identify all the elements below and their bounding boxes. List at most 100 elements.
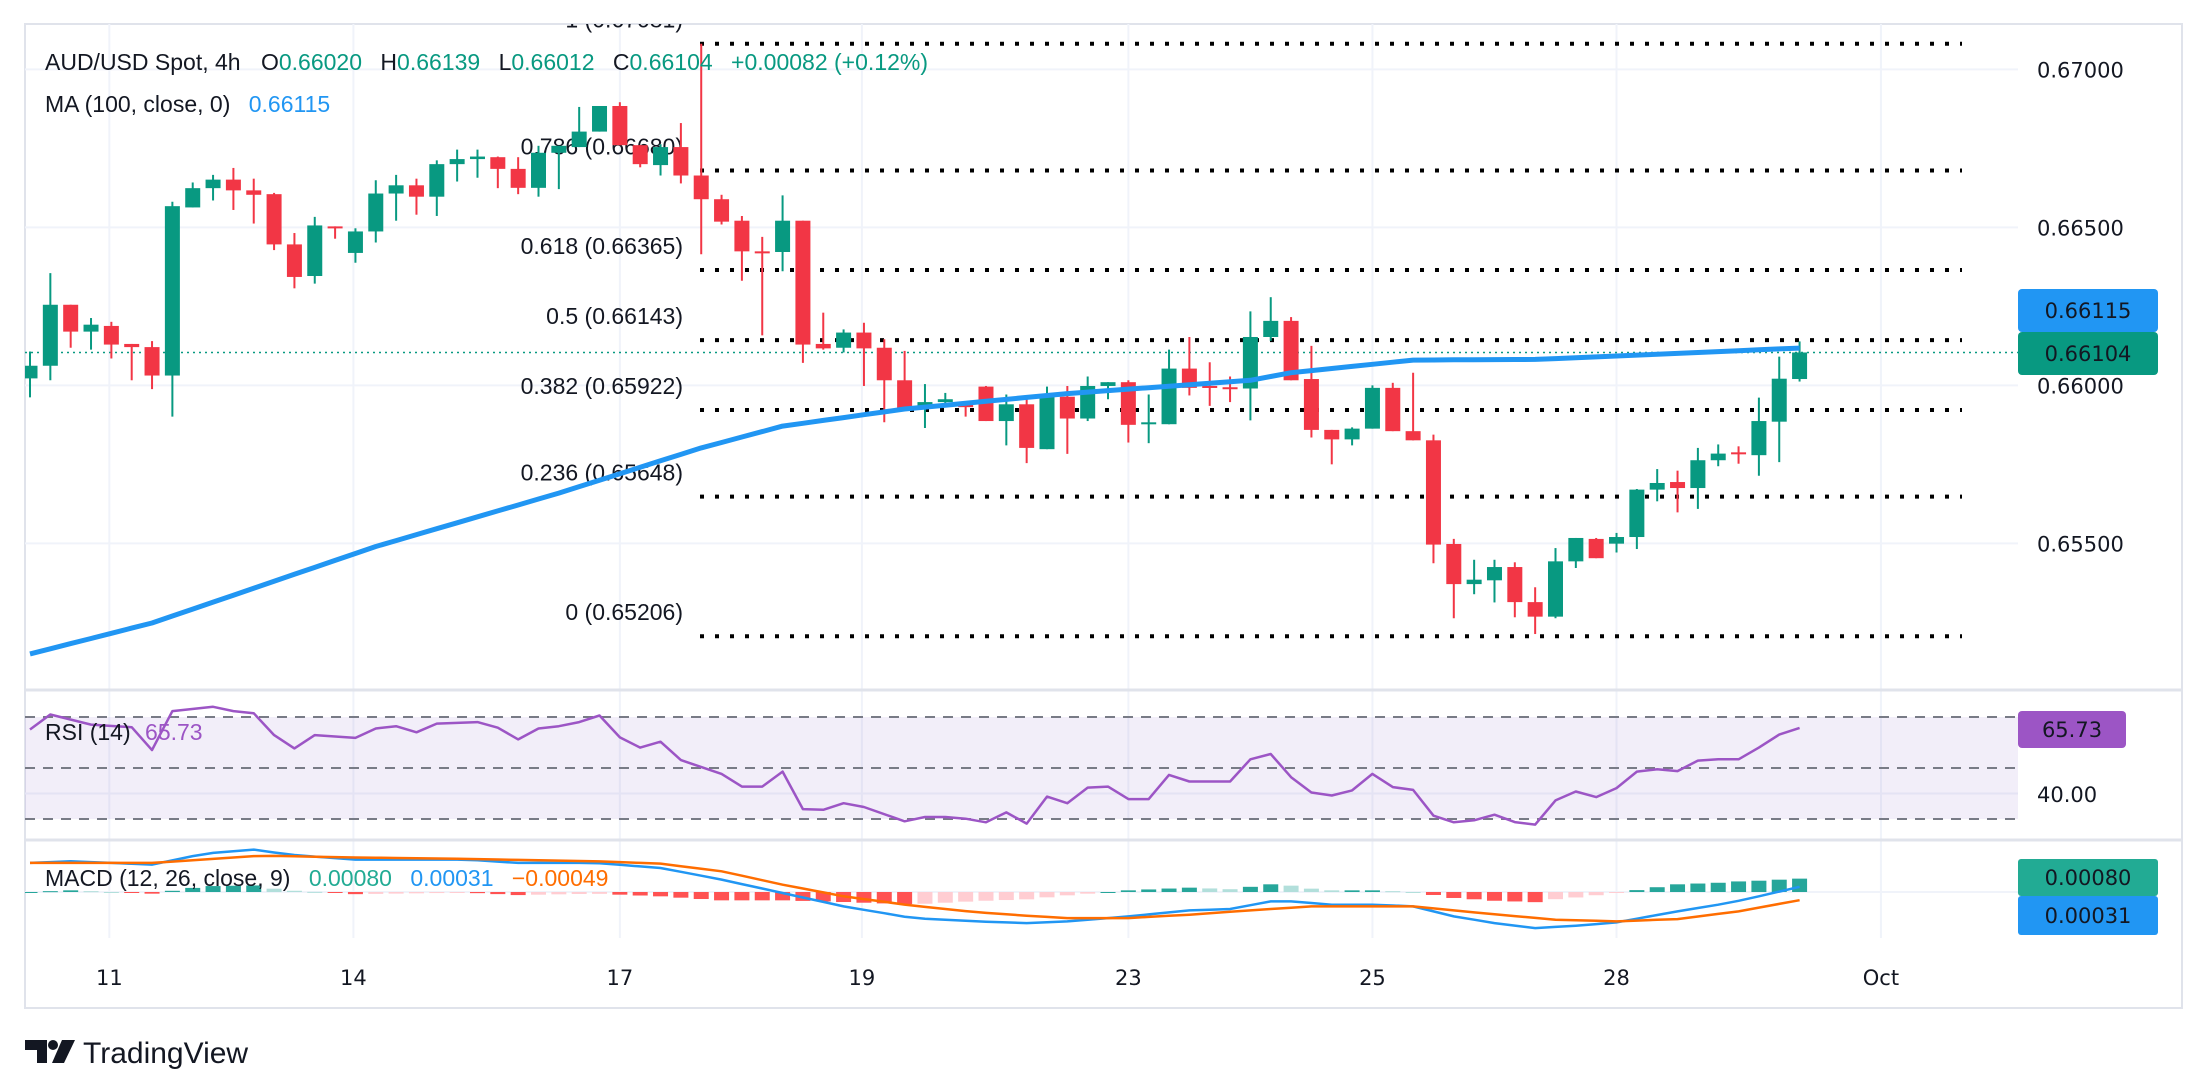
macd-histogram-bar (1161, 888, 1177, 892)
macd-histogram-bar (1364, 890, 1380, 892)
macd-histogram-bar (571, 892, 587, 894)
price-axis[interactable]: 0.67000 0.66500 0.66000 0.65500 (2037, 58, 2124, 556)
rsi-pane[interactable] (25, 705, 2018, 826)
high-label: H (380, 49, 397, 75)
macd-histogram-bar (1222, 889, 1238, 892)
candle-body (1059, 396, 1075, 419)
macd-histogram-bar (775, 892, 791, 901)
macd-histogram-bar (978, 892, 994, 901)
candle-body (1649, 482, 1665, 490)
candle-body (1446, 543, 1462, 585)
macd-histogram-bar (612, 892, 628, 895)
candle-body (815, 343, 831, 349)
candle-body (592, 105, 608, 132)
macd-histogram-bar (266, 888, 282, 892)
macd-histogram-bar (1425, 892, 1441, 895)
rsi-axis-tick: 40.00 (2037, 783, 2097, 807)
macd-histogram-bar (83, 891, 99, 893)
macd-histogram-bar (124, 892, 140, 893)
main-pane[interactable]: 1 (0.67081)0.786 (0.66680)0.618 (0.66365… (23, 7, 2019, 657)
candle-body (1629, 489, 1645, 538)
time-axis-label: 28 (1603, 966, 1630, 990)
candle-body (653, 147, 669, 166)
macd-histogram-bar (1303, 888, 1319, 892)
candle-body (490, 157, 506, 169)
macd-histogram-bar (734, 892, 750, 901)
candle-body (185, 188, 201, 208)
macd-histogram-bar (1629, 890, 1645, 892)
macd-histogram-bar (408, 892, 424, 894)
price-axis-label: 0.66000 (2037, 374, 2124, 398)
fibonacci-retracement[interactable]: 1 (0.67081)0.786 (0.66680)0.618 (0.66365… (521, 7, 1962, 639)
macd-histogram-bar (1263, 884, 1279, 892)
macd-histogram-bar (1385, 891, 1401, 893)
macd-histogram-bar (103, 892, 119, 893)
candle-body (1120, 382, 1136, 425)
macd-histogram-bar (551, 892, 567, 895)
macd-histogram-bar (25, 892, 38, 893)
macd-histogram (25, 878, 1808, 905)
time-axis[interactable]: 11 14 17 19 23 25 28 Oct (96, 966, 1899, 990)
macd-histogram-bar (876, 892, 892, 904)
macd-histogram-bar (1242, 886, 1258, 892)
candle-body (1405, 431, 1421, 441)
macd-histogram-bar (307, 891, 323, 893)
candle-body (1731, 452, 1747, 455)
candle-body (124, 343, 140, 348)
macd-histogram-bar (1609, 892, 1625, 894)
symbol-title[interactable]: AUD/USD Spot, 4h (45, 49, 241, 75)
candle-body (795, 220, 811, 345)
time-axis-label: 19 (849, 966, 876, 990)
macd-hist-badge (2018, 859, 2158, 896)
candle-body (876, 347, 892, 381)
candle-body (469, 156, 485, 160)
candle-body (1568, 537, 1584, 562)
ma-price-badge-text: 0.66115 (2045, 299, 2132, 323)
price-axis-label: 0.65500 (2037, 532, 2124, 556)
macd-histogram-bar (1019, 892, 1035, 900)
macd-histogram-bar (673, 892, 689, 898)
rsi-label: RSI (14) (45, 719, 131, 745)
candle-body (1548, 561, 1563, 617)
tradingview-logo[interactable]: TradingView (25, 1037, 248, 1070)
macd-histogram-bar (1690, 883, 1706, 892)
candle-body (1019, 404, 1035, 448)
macd-value: 0.00031 (410, 865, 493, 891)
last-price-badge-text: 0.66104 (2045, 342, 2132, 366)
macd-histogram-bar (42, 891, 58, 893)
macd-legend[interactable]: MACD (12, 26, close, 9) 0.00080 0.00031 … (45, 865, 608, 891)
ma-value: 0.66115 (249, 91, 330, 117)
candle-body (286, 244, 302, 277)
candle-body (63, 304, 79, 332)
candle-body (103, 325, 119, 345)
tradingview-logo-icon (25, 1040, 75, 1063)
candle-body (25, 365, 38, 379)
candle-body (1344, 428, 1360, 440)
time-axis-label: 23 (1115, 966, 1142, 990)
macd-line-badge (2018, 896, 2158, 935)
macd-histogram-bar (998, 892, 1014, 901)
macd-histogram-bar (917, 892, 933, 904)
candle-body (1303, 379, 1319, 430)
candle-body (388, 185, 404, 194)
candle-body (205, 179, 221, 189)
candle-body (551, 145, 567, 153)
candle-body (693, 175, 709, 200)
macd-histogram-bar (388, 892, 404, 894)
macd-hist-value: 0.00080 (309, 865, 392, 891)
ma-legend[interactable]: MA (100, close, 0) 0.66115 (45, 91, 330, 117)
macd-histogram-bar (1731, 881, 1747, 892)
macd-histogram-bar (144, 892, 160, 894)
candle-body (1263, 320, 1279, 337)
macd-pane[interactable] (23, 848, 1808, 930)
rsi-legend[interactable]: RSI (14) 65.73 (45, 719, 203, 745)
macd-histogram-bar (1486, 892, 1502, 901)
rsi-badge-text: 65.73 (2042, 718, 2102, 742)
ma-label: MA (100, close, 0) (45, 91, 230, 117)
macd-histogram-bar (449, 892, 465, 893)
candle-body (531, 152, 546, 188)
macd-histogram-bar (632, 892, 648, 896)
close-label: C (613, 49, 630, 75)
candle-body (1588, 538, 1604, 559)
